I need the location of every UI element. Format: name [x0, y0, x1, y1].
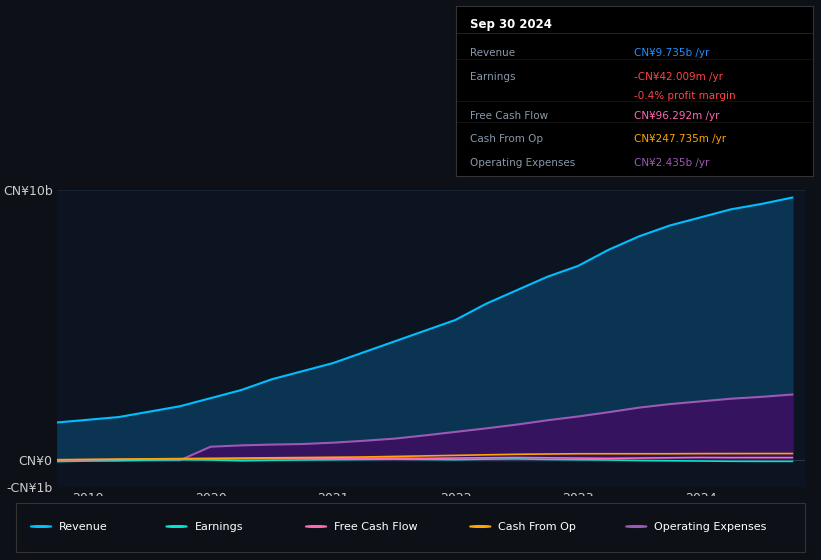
Circle shape — [305, 526, 327, 528]
Text: Earnings: Earnings — [195, 521, 243, 531]
Text: CN¥2.435b /yr: CN¥2.435b /yr — [635, 157, 709, 167]
Text: CN¥96.292m /yr: CN¥96.292m /yr — [635, 111, 720, 122]
Text: Cash From Op: Cash From Op — [470, 134, 543, 144]
Text: Revenue: Revenue — [470, 48, 515, 58]
Circle shape — [626, 526, 647, 528]
Circle shape — [30, 526, 52, 528]
Text: -CN¥42.009m /yr: -CN¥42.009m /yr — [635, 72, 723, 82]
Circle shape — [166, 526, 187, 528]
Text: Cash From Op: Cash From Op — [498, 521, 576, 531]
Text: CN¥247.735m /yr: CN¥247.735m /yr — [635, 134, 727, 144]
Text: Free Cash Flow: Free Cash Flow — [334, 521, 418, 531]
Text: Revenue: Revenue — [59, 521, 108, 531]
Text: CN¥9.735b /yr: CN¥9.735b /yr — [635, 48, 709, 58]
Text: Operating Expenses: Operating Expenses — [654, 521, 767, 531]
Text: Operating Expenses: Operating Expenses — [470, 157, 576, 167]
Circle shape — [470, 526, 491, 528]
Text: Earnings: Earnings — [470, 72, 516, 82]
Text: Free Cash Flow: Free Cash Flow — [470, 111, 548, 122]
Bar — [16, 503, 805, 552]
Text: -0.4% profit margin: -0.4% profit margin — [635, 91, 736, 101]
Text: Sep 30 2024: Sep 30 2024 — [470, 17, 552, 31]
